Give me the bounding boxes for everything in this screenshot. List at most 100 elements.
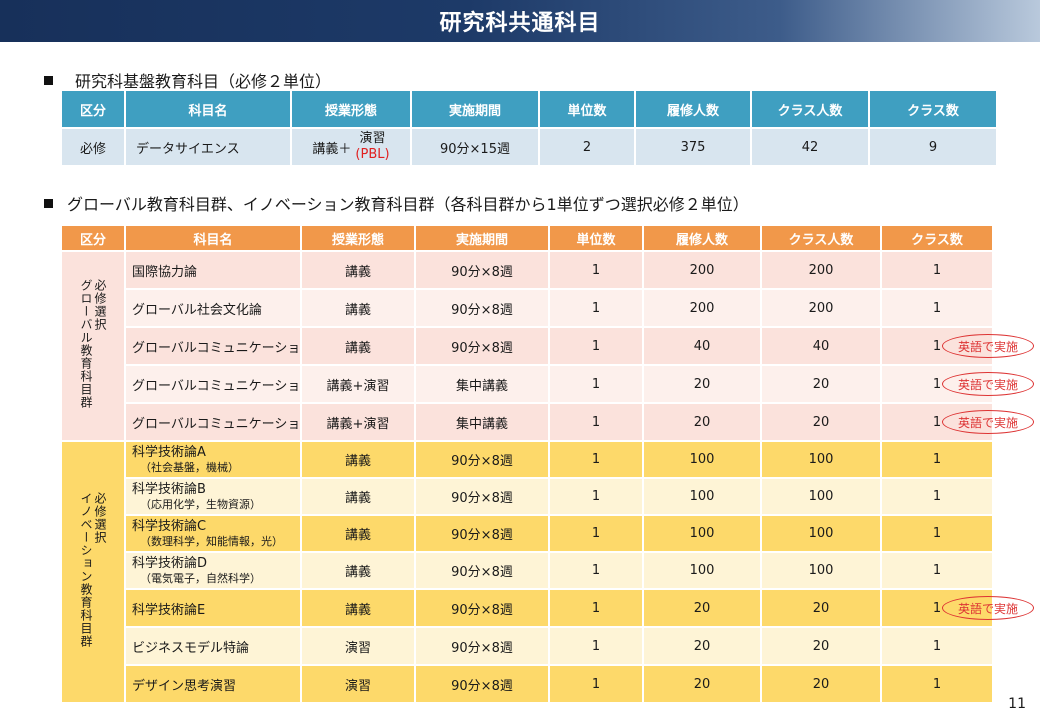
cell-period: 90分×8週 xyxy=(414,250,550,290)
title-bar: 研究科共通科目 xyxy=(0,0,1040,42)
table-header-row: 区分 科目名 授業形態 実施期間 単位数 履修人数 クラス人数 クラス数 xyxy=(60,89,998,129)
course-name: 科学技術論A xyxy=(132,444,206,460)
cell-class-count: 1 xyxy=(880,288,994,328)
elective-course-table: 区分 科目名 授業形態 実施期間 単位数 履修人数 クラス人数 クラス数 必修選… xyxy=(60,224,994,704)
group-label: 必修選択 グローバル教育科目群 xyxy=(79,279,107,409)
table-row: 科学技術論E 講義 90分×8週 1 20 20 1 xyxy=(61,588,994,628)
table-row: ビジネスモデル特論 演習 90分×8週 1 20 20 1 xyxy=(61,626,994,666)
cell-period: 90分×8週 xyxy=(414,588,550,628)
cell-course-name: 国際協力論 xyxy=(124,250,302,290)
cell-class-format: 講義 xyxy=(300,326,416,366)
cell-credits: 1 xyxy=(548,288,644,328)
header-period: 実施期間 xyxy=(410,89,540,129)
cell-enrollment: 20 xyxy=(642,588,762,628)
cell-class-format: 演習 xyxy=(300,626,416,666)
cell-class-size: 20 xyxy=(760,626,882,666)
cell-enrollment: 200 xyxy=(642,288,762,328)
cell-credits: 1 xyxy=(548,364,644,404)
cell-enrollment: 20 xyxy=(642,364,762,404)
cell-credits: 1 xyxy=(548,440,644,479)
cell-period: 90分×8週 xyxy=(414,664,550,704)
innovation-group-rows: 必修選択 イノベーション教育科目群 科学技術論A （社会基盤，機械） 講義 90分×8週 1… xyxy=(60,440,994,704)
cell-class-format: 講義 xyxy=(300,588,416,628)
cell-class-count: 1 xyxy=(880,664,994,704)
cell-period: 90分×8週 xyxy=(414,288,550,328)
cell-credits: 1 xyxy=(548,588,644,628)
cell-course-name: ビジネスモデル特論 xyxy=(124,626,302,666)
section1-heading: 研究科基盤教育科目（必修２単位） xyxy=(44,68,331,92)
cell-period: 90分×8週 xyxy=(414,477,550,516)
cell-course-name: データサイエンス xyxy=(124,127,292,167)
cell-class-format: 講義 xyxy=(300,551,416,590)
global-group-label-cell: 必修選択 グローバル教育科目群 xyxy=(60,250,126,442)
course-name: 科学技術論C xyxy=(132,518,207,534)
cell-course-name: 科学技術論E xyxy=(124,588,302,628)
cell-enrollment: 100 xyxy=(642,477,762,516)
cell-class-count: 1 xyxy=(880,250,994,290)
cell-enrollment: 200 xyxy=(642,250,762,290)
cell-enrollment: 40 xyxy=(642,326,762,366)
cell-course-name: 科学技術論B （応用化学，生物資源） xyxy=(124,477,302,516)
table-row: 科学技術論B （応用化学，生物資源） 講義 90分×8週 1 100 100 1 xyxy=(61,477,994,516)
english-note-badge: 英語で実施 xyxy=(942,372,1034,396)
group-label-name: イノベーション教育科目群 xyxy=(79,492,93,648)
cell-class-size: 100 xyxy=(760,440,882,479)
cell-course-name: グローバルコミュニケーションC xyxy=(124,402,302,442)
course-subname: （応用化学，生物資源） xyxy=(140,497,261,511)
cell-class-format: 講義 xyxy=(300,477,416,516)
cell-period: 90分×8週 xyxy=(414,514,550,553)
cell-period: 90分×8週 xyxy=(414,626,550,666)
cell-class-size: 42 xyxy=(750,127,870,167)
course-subname: （数理科学，知能情報，光） xyxy=(140,534,283,548)
cell-period: 90分×8週 xyxy=(414,440,550,479)
cell-credits: 1 xyxy=(548,402,644,442)
group-label-elective: 必修選択 xyxy=(93,279,107,331)
course-subname: （電気電子，自然科学） xyxy=(140,571,261,585)
cell-course-name: グローバルコミュニケーションB xyxy=(124,364,302,404)
cell-course-name: 科学技術論A （社会基盤，機械） xyxy=(124,440,302,479)
course-name: 科学技術論B xyxy=(132,481,206,497)
cell-class-size: 20 xyxy=(760,664,882,704)
cell-course-name: 科学技術論C （数理科学，知能情報，光） xyxy=(124,514,302,553)
cell-category: 必修 xyxy=(60,127,126,167)
section2-heading-text: グローバル教育科目群、イノベーション教育科目群（各科目群から1単位ずつ選択必修２… xyxy=(67,195,749,214)
square-bullet-icon xyxy=(44,75,53,85)
cell-period: 90分×15週 xyxy=(410,127,540,167)
cell-course-name: 科学技術論D （電気電子，自然科学） xyxy=(124,551,302,590)
header-class-size: クラス人数 xyxy=(760,224,882,252)
table-row: デザイン思考演習 演習 90分×8週 1 20 20 1 xyxy=(61,664,994,704)
cell-credits: 1 xyxy=(548,664,644,704)
mode-pbl: (PBL) xyxy=(355,147,390,162)
header-category: 区分 xyxy=(60,224,126,252)
cell-class-count: 1 xyxy=(880,626,994,666)
header-course-name: 科目名 xyxy=(124,89,292,129)
cell-enrollment: 100 xyxy=(642,440,762,479)
header-category: 区分 xyxy=(60,89,126,129)
cell-class-size: 20 xyxy=(760,364,882,404)
cell-enrollment: 100 xyxy=(642,551,762,590)
cell-credits: 1 xyxy=(548,326,644,366)
foundation-course-table: 区分 科目名 授業形態 実施期間 単位数 履修人数 クラス人数 クラス数 必修 … xyxy=(60,89,998,167)
cell-enrollment: 20 xyxy=(642,664,762,704)
cell-class-format: 演習 xyxy=(300,664,416,704)
cell-class-format: 講義 xyxy=(300,440,416,479)
english-note-badge: 英語で実施 xyxy=(942,596,1034,620)
section2-heading: グローバル教育科目群、イノベーション教育科目群（各科目群から1単位ずつ選択必修２… xyxy=(44,191,749,215)
header-enrollment: 履修人数 xyxy=(634,89,752,129)
cell-class-size: 200 xyxy=(760,288,882,328)
table-row: 必修 データサイエンス 講義＋ 演習 (PBL) 90分×15週 2 375 4… xyxy=(60,127,998,167)
table-row: グローバル社会文化論 講義 90分×8週 1 200 200 1 xyxy=(61,288,994,328)
page-title: 研究科共通科目 xyxy=(439,11,601,36)
cell-course-name: グローバルコミュニケーションA xyxy=(124,326,302,366)
table-header-row: 区分 科目名 授業形態 実施期間 単位数 履修人数 クラス人数 クラス数 xyxy=(60,224,994,252)
english-note-badge: 英語で実施 xyxy=(942,334,1034,358)
square-bullet-icon xyxy=(44,198,53,208)
english-note-badge: 英語で実施 xyxy=(942,410,1034,434)
cell-period: 集中講義 xyxy=(414,364,550,404)
cell-class-size: 20 xyxy=(760,588,882,628)
cell-class-format: 講義 xyxy=(300,288,416,328)
header-course-name: 科目名 xyxy=(124,224,302,252)
